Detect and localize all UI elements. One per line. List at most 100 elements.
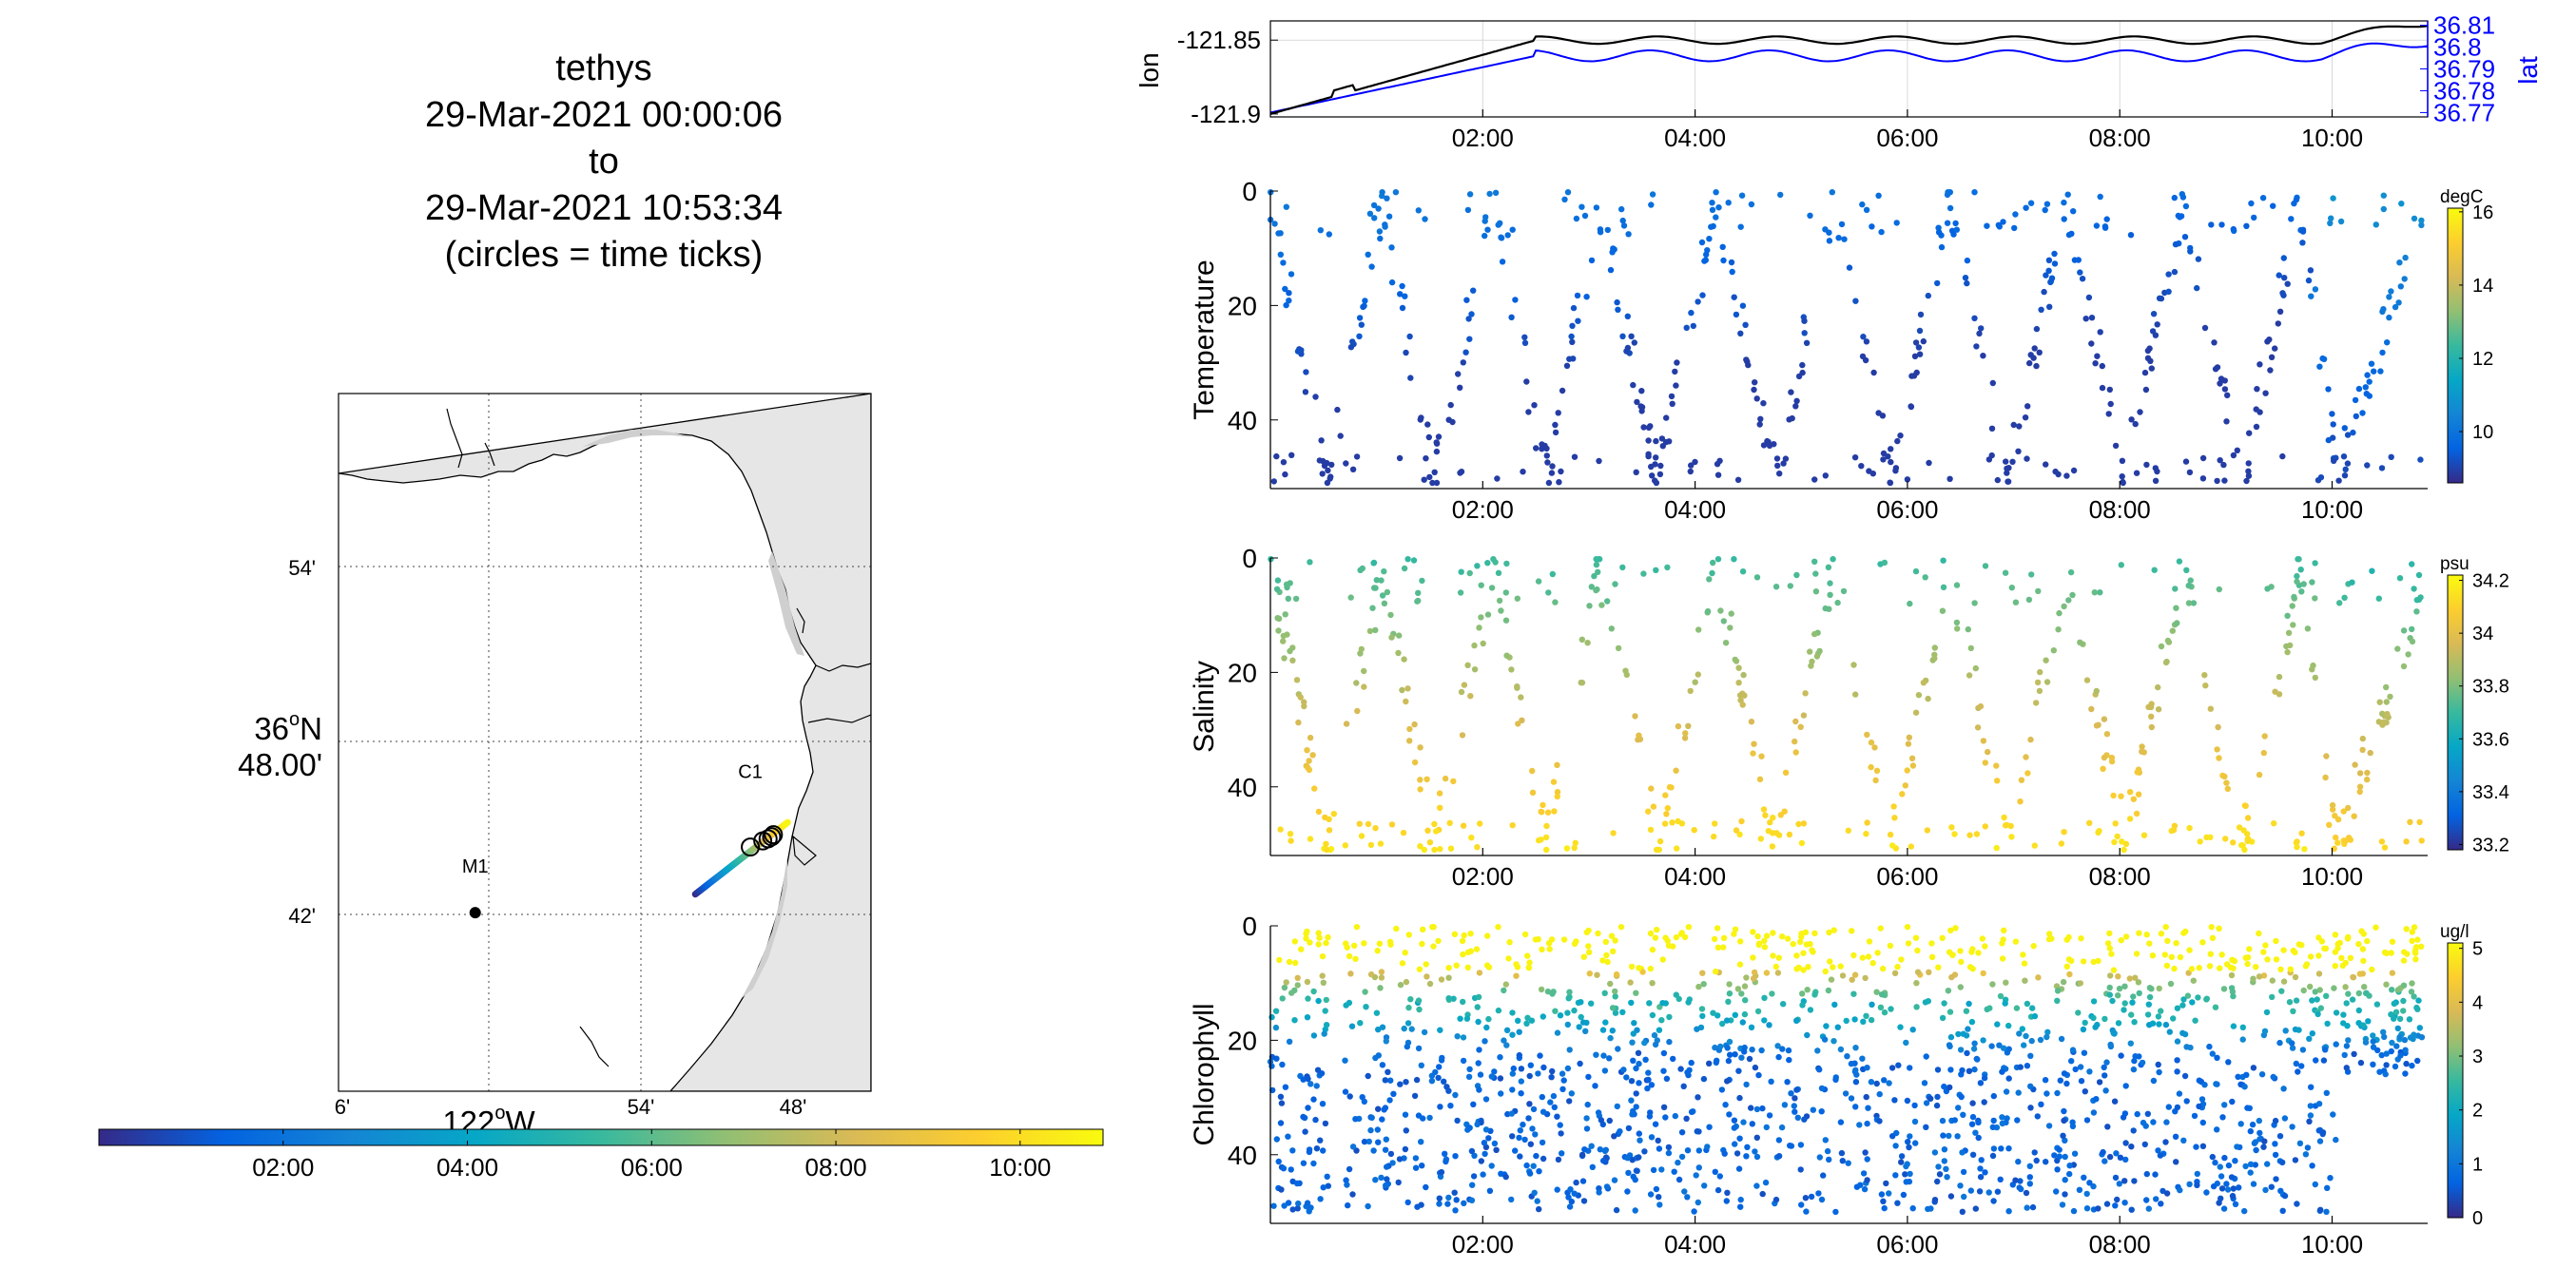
- temperature-point: [1618, 205, 1625, 213]
- salinity-point: [1769, 843, 1776, 850]
- chlorophyll-point: [2195, 994, 2201, 1001]
- chlorophyll-point: [1652, 1121, 1659, 1127]
- chlorophyll-point: [2184, 992, 2192, 999]
- chlorophyll-point: [1736, 1094, 1743, 1102]
- chlorophyll-point: [1636, 1060, 1642, 1067]
- salinity-point: [2301, 846, 2308, 853]
- chlorophyll-point: [1488, 1073, 1496, 1080]
- lat-axis-label: lat: [2513, 56, 2543, 85]
- temperature-point: [2088, 340, 2095, 347]
- chlorophyll-point: [1977, 1174, 1985, 1181]
- temperature-point: [2305, 277, 2313, 284]
- map-ytick-54: 54': [288, 556, 316, 580]
- salinity-point: [2031, 842, 2038, 849]
- chlorophyll-point: [2370, 1061, 2376, 1068]
- temperature-point: [1964, 279, 1970, 287]
- chlorophyll-point: [2127, 1040, 2134, 1047]
- temperature-point: [1464, 206, 1472, 214]
- temperature-point: [2022, 414, 2029, 421]
- chlorophyll-point: [1415, 997, 1423, 1004]
- chlorophyll-point: [2344, 935, 2352, 942]
- salinity-point: [2002, 822, 2009, 829]
- temperature-point: [2010, 421, 2017, 429]
- chlorophyll-point: [1633, 1104, 1639, 1110]
- salinity-point: [1563, 845, 1571, 852]
- chlorophyll-point: [1677, 1066, 1684, 1072]
- salinity-point: [2364, 769, 2371, 777]
- chlorophyll-point: [1402, 950, 1408, 956]
- chlorophyll-point: [1612, 993, 1618, 1000]
- temperature-point: [1425, 433, 1433, 441]
- x-tick-label: 04:00: [1664, 495, 1726, 524]
- chlorophyll-point: [2273, 937, 2279, 945]
- chlorophyll-point: [2054, 997, 2061, 1005]
- temperature-point: [1695, 298, 1701, 305]
- temperature-point: [1964, 257, 1971, 264]
- temperature-point: [1733, 311, 1740, 318]
- chlorophyll-point: [2365, 1018, 2372, 1025]
- chlorophyll-point: [2380, 1028, 2387, 1036]
- chlorophyll-point: [1497, 1054, 1503, 1061]
- chlorophyll-point: [1593, 1051, 1599, 1058]
- salinity-point: [2037, 668, 2043, 676]
- x-tick-label: 02:00: [1452, 1230, 1514, 1259]
- salinity-point: [2111, 838, 2118, 846]
- chlorophyll-point: [1743, 974, 1750, 981]
- x-tick-label: 10:00: [2301, 862, 2363, 891]
- temperature-point: [1574, 292, 1581, 299]
- salinity-point: [1816, 647, 1823, 655]
- chlorophyll-point: [1675, 995, 1682, 1003]
- chlorophyll-point: [1629, 1111, 1636, 1118]
- chlorophyll-point: [1627, 979, 1634, 986]
- chlorophyll-point: [2162, 1139, 2169, 1145]
- chlorophyll-point: [1384, 1163, 1390, 1170]
- chlorophyll-point: [1370, 1147, 1377, 1154]
- chlorophyll-point: [1673, 933, 1680, 941]
- chlorophyll-point: [1768, 1078, 1774, 1086]
- map-xtick-54: 54': [628, 1095, 655, 1119]
- temperature-point: [1270, 478, 1278, 485]
- temperature-point: [1764, 437, 1771, 445]
- x-tick-label: 04:00: [1664, 1230, 1726, 1259]
- chlorophyll-point: [1770, 952, 1776, 959]
- chlorophyll-point: [1594, 971, 1600, 978]
- chlorophyll-point: [2406, 1016, 2413, 1023]
- chlorophyll-point: [2389, 1039, 2395, 1047]
- temperature-point: [2253, 423, 2260, 431]
- colorbar-tick-label: 12: [2472, 349, 2493, 370]
- temperature-point: [1571, 453, 1579, 460]
- chlorophyll-point: [2095, 957, 2101, 965]
- chlorophyll-point: [1363, 1004, 1369, 1010]
- chlorophyll-point: [2203, 995, 2210, 1002]
- salinity-point: [2027, 736, 2034, 743]
- temperature-point: [1633, 469, 1639, 475]
- chlorophyll-point: [2357, 1059, 2365, 1067]
- salinity-point: [2148, 713, 2155, 720]
- chlorophyll-point: [1554, 1113, 1560, 1120]
- chlorophyll-point: [1763, 1124, 1771, 1131]
- chlorophyll-point: [1960, 1111, 1966, 1119]
- salinity-point: [1632, 713, 1638, 720]
- chlorophyll-point: [1418, 1139, 1424, 1145]
- temperature-point: [2046, 303, 2053, 310]
- x-tick-label: 06:00: [1876, 124, 1938, 152]
- temperature-point: [1552, 429, 1559, 436]
- temperature-point: [2386, 314, 2392, 321]
- chlorophyll-point: [1474, 1004, 1482, 1010]
- chlorophyll-point: [1967, 1187, 1974, 1194]
- chlorophyll-point: [2256, 1129, 2263, 1137]
- chlorophyll-point: [2360, 957, 2367, 965]
- salinity-point: [1740, 671, 1747, 679]
- chlorophyll-point: [1629, 1039, 1636, 1046]
- chlorophyll-point: [1994, 1188, 2002, 1195]
- chlorophyll-point: [1586, 970, 1594, 977]
- temperature-point: [1433, 479, 1441, 487]
- chlorophyll-point: [1843, 1017, 1850, 1025]
- chlorophyll-point: [1656, 1194, 1662, 1201]
- chlorophyll-point: [2146, 985, 2154, 991]
- chlorophyll-point: [1365, 1202, 1371, 1210]
- temperature-point: [1720, 257, 1727, 264]
- chlorophyll-point: [1694, 1026, 1700, 1032]
- salinity-point: [2285, 629, 2293, 636]
- chlorophyll-point: [2104, 1124, 2111, 1130]
